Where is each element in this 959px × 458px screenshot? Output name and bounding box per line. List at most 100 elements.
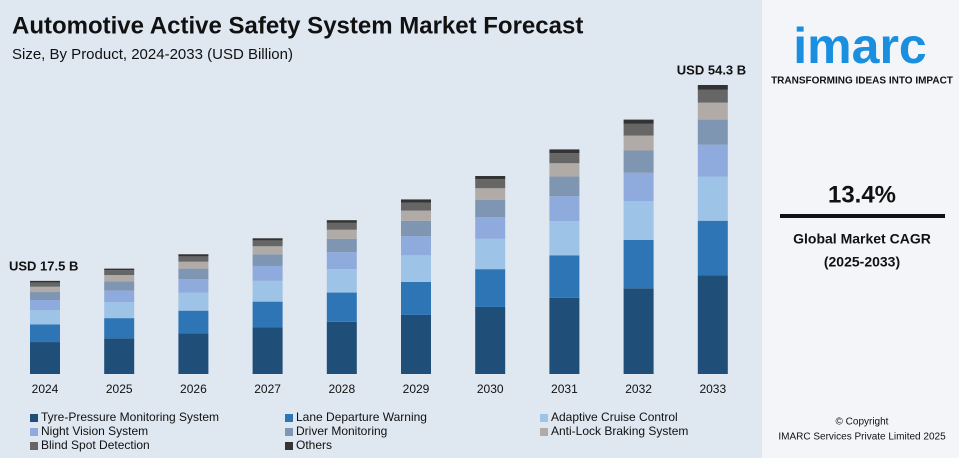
- legend-swatch: [540, 414, 548, 422]
- x-tick-label: 2031: [551, 382, 578, 396]
- bar-segment: [104, 302, 135, 319]
- legend-label: Anti-Lock Braking System: [551, 424, 688, 438]
- bar-segment: [549, 153, 580, 164]
- company: IMARC Services Private Limited 2025: [778, 432, 946, 443]
- bar-segment: [623, 239, 654, 289]
- legend-swatch: [30, 428, 38, 436]
- tagline: TRANSFORMING IDEAS INTO IMPACT: [771, 76, 953, 87]
- chart-subtitle: Size, By Product, 2024-2033 (USD Billion…: [12, 46, 293, 63]
- bar-segment: [475, 306, 506, 374]
- bar-segment: [30, 324, 60, 343]
- x-tick-label: 2032: [625, 382, 652, 396]
- bar-segment: [326, 321, 357, 374]
- bar-segment: [623, 201, 654, 240]
- bar-segment: [697, 85, 728, 90]
- bar-segment: [178, 256, 209, 262]
- bar-segment: [623, 288, 654, 374]
- bar-segment: [401, 314, 431, 374]
- bar-segment: [475, 199, 506, 217]
- bar-segment: [252, 280, 283, 302]
- bar-segment: [475, 269, 506, 307]
- logo: imarc: [793, 18, 926, 74]
- bar-segment: [697, 119, 728, 145]
- divider: [780, 214, 945, 218]
- bar-segment: [623, 172, 654, 202]
- bar-segment: [252, 240, 283, 247]
- bar-segment: [178, 261, 209, 269]
- bar-segment: [104, 275, 135, 282]
- bar-segment: [30, 292, 60, 301]
- bar-segment: [401, 255, 431, 282]
- x-tick-label: 2024: [32, 382, 59, 396]
- bar-segment: [401, 281, 431, 315]
- bar-segment: [475, 238, 506, 270]
- bar-segment: [104, 290, 135, 303]
- legend-label: Night Vision System: [41, 424, 148, 438]
- bar-segment: [252, 246, 283, 255]
- bar-segment: [178, 333, 209, 374]
- bar-segment: [326, 220, 357, 223]
- bar-segment: [30, 310, 60, 325]
- x-tick-label: 2029: [403, 382, 430, 396]
- x-tick-label: 2027: [254, 382, 281, 396]
- bar-segment: [401, 202, 431, 211]
- bar-segment: [104, 318, 135, 339]
- bar-segment: [30, 282, 60, 287]
- legend-label: Adaptive Cruise Control: [551, 410, 678, 424]
- bar-segment: [252, 238, 283, 241]
- total-label: USD 54.3 B: [677, 62, 746, 77]
- bar-segment: [697, 102, 728, 120]
- bar-segment: [30, 286, 60, 293]
- bar-segment: [252, 254, 283, 266]
- bar-segment: [178, 310, 209, 334]
- bar-segment: [697, 89, 728, 103]
- bar-segment: [401, 220, 431, 237]
- bar-segment: [252, 301, 283, 328]
- legend-swatch: [285, 442, 293, 450]
- bar-segment: [623, 150, 654, 173]
- cagr-label: Global Market CAGR: [793, 231, 931, 247]
- cagr-value: 13.4%: [828, 181, 896, 208]
- bar-segment: [549, 221, 580, 256]
- bar-segment: [549, 149, 580, 154]
- bar-segment: [549, 297, 580, 374]
- bar-segment: [697, 144, 728, 177]
- bar-segment: [623, 135, 654, 151]
- cagr-period: (2025-2033): [824, 254, 900, 270]
- chart-title: Automotive Active Safety System Market F…: [12, 12, 583, 39]
- x-tick-label: 2025: [106, 382, 133, 396]
- bar-segment: [178, 292, 209, 311]
- bar-segment: [104, 268, 135, 271]
- bar-segment: [178, 268, 209, 280]
- total-label: USD 17.5 B: [9, 258, 78, 273]
- bar-segment: [549, 163, 580, 177]
- legend-label: Driver Monitoring: [296, 424, 387, 438]
- bar-segment: [326, 269, 357, 293]
- bar-segment: [549, 196, 580, 222]
- bar-segment: [104, 281, 135, 291]
- bar-segment: [623, 123, 654, 136]
- bar-segment: [326, 238, 357, 253]
- legend-label: Tyre-Pressure Monitoring System: [41, 410, 219, 424]
- bar-segment: [697, 275, 728, 374]
- bar-segment: [549, 176, 580, 197]
- bar-segment: [104, 270, 135, 276]
- bar-segment: [30, 300, 60, 311]
- legend-swatch: [30, 442, 38, 450]
- bar-segment: [549, 255, 580, 298]
- bar-segment: [178, 279, 209, 293]
- bar-segment: [697, 220, 728, 276]
- bar-segment: [475, 216, 506, 239]
- bar-segment: [475, 176, 506, 180]
- bar-segment: [30, 342, 60, 374]
- x-tick-label: 2028: [328, 382, 355, 396]
- x-tick-label: 2026: [180, 382, 207, 396]
- bar-segment: [30, 280, 60, 283]
- bar-segment: [178, 254, 209, 257]
- legend-swatch: [285, 414, 293, 422]
- bar-segment: [623, 119, 654, 124]
- bar-segment: [326, 229, 357, 239]
- legend-swatch: [285, 428, 293, 436]
- bar-segment: [401, 236, 431, 256]
